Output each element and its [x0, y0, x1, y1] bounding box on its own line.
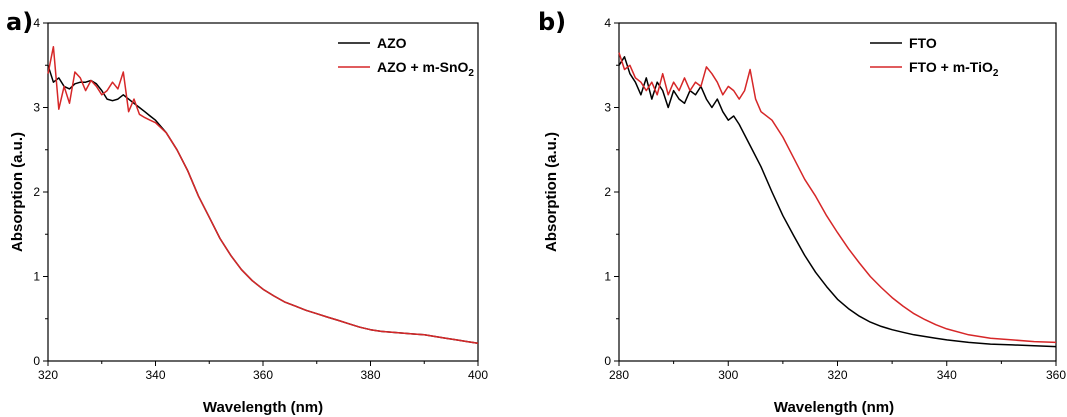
x-tick-label: 340 [145, 368, 165, 382]
x-axis-label-a: Wavelength (nm) [203, 399, 323, 416]
ticks-b: 280 300 320 340 360 0 1 2 3 4 [604, 16, 1066, 382]
series-lines-a [47, 45, 479, 345]
x-tick-label: 360 [253, 368, 273, 382]
y-tick-label: 0 [33, 354, 40, 368]
y-tick-label: 4 [604, 16, 611, 30]
series-lines-b [618, 52, 1057, 348]
x-axis-label-b: Wavelength (nm) [774, 399, 894, 416]
chart-panel-b: b) Wavelength (nm) Absorption (a.u.) 280… [538, 8, 1066, 416]
legend-b: FTO FTO + m-TiO2 [870, 35, 999, 79]
y-axis-label-a: Absorption (a.u.) [9, 132, 26, 252]
legend-label-azo: AZO [377, 35, 407, 51]
legend-a: AZO AZO + m-SnO2 [338, 35, 474, 79]
x-tick-label: 300 [718, 368, 738, 382]
y-tick-label: 3 [604, 101, 611, 115]
series-line-b-0 [618, 56, 1057, 348]
series-line-b-1 [618, 52, 1057, 344]
series-line-a-1 [47, 45, 479, 345]
y-tick-label: 1 [33, 270, 40, 284]
y-tick-label: 4 [33, 16, 40, 30]
y-tick-label: 2 [33, 185, 40, 199]
x-tick-label: 400 [468, 368, 488, 382]
panel-label-b: b) [538, 8, 566, 36]
panel-label-a: a) [6, 8, 33, 36]
legend-label-azo-msno2: AZO + m-SnO2 [377, 59, 474, 79]
x-tick-label: 320 [38, 368, 58, 382]
x-tick-label: 280 [609, 368, 629, 382]
y-tick-label: 0 [604, 354, 611, 368]
x-tick-label: 380 [360, 368, 380, 382]
series-line-a-0 [47, 65, 479, 345]
x-tick-label: 340 [937, 368, 957, 382]
x-tick-label: 320 [827, 368, 847, 382]
y-tick-label: 1 [604, 270, 611, 284]
x-tick-label: 360 [1046, 368, 1066, 382]
legend-label-fto: FTO [909, 35, 937, 51]
chart-panel-a: a) Wavelength (nm) Absorption (a.u.) 320… [6, 8, 488, 416]
y-tick-label: 2 [604, 185, 611, 199]
legend-label-fto-mtio2: FTO + m-TiO2 [909, 59, 999, 79]
y-tick-label: 3 [33, 101, 40, 115]
ticks-a: 320 340 360 380 400 0 1 2 3 4 [33, 16, 488, 382]
y-axis-label-b: Absorption (a.u.) [543, 132, 560, 252]
